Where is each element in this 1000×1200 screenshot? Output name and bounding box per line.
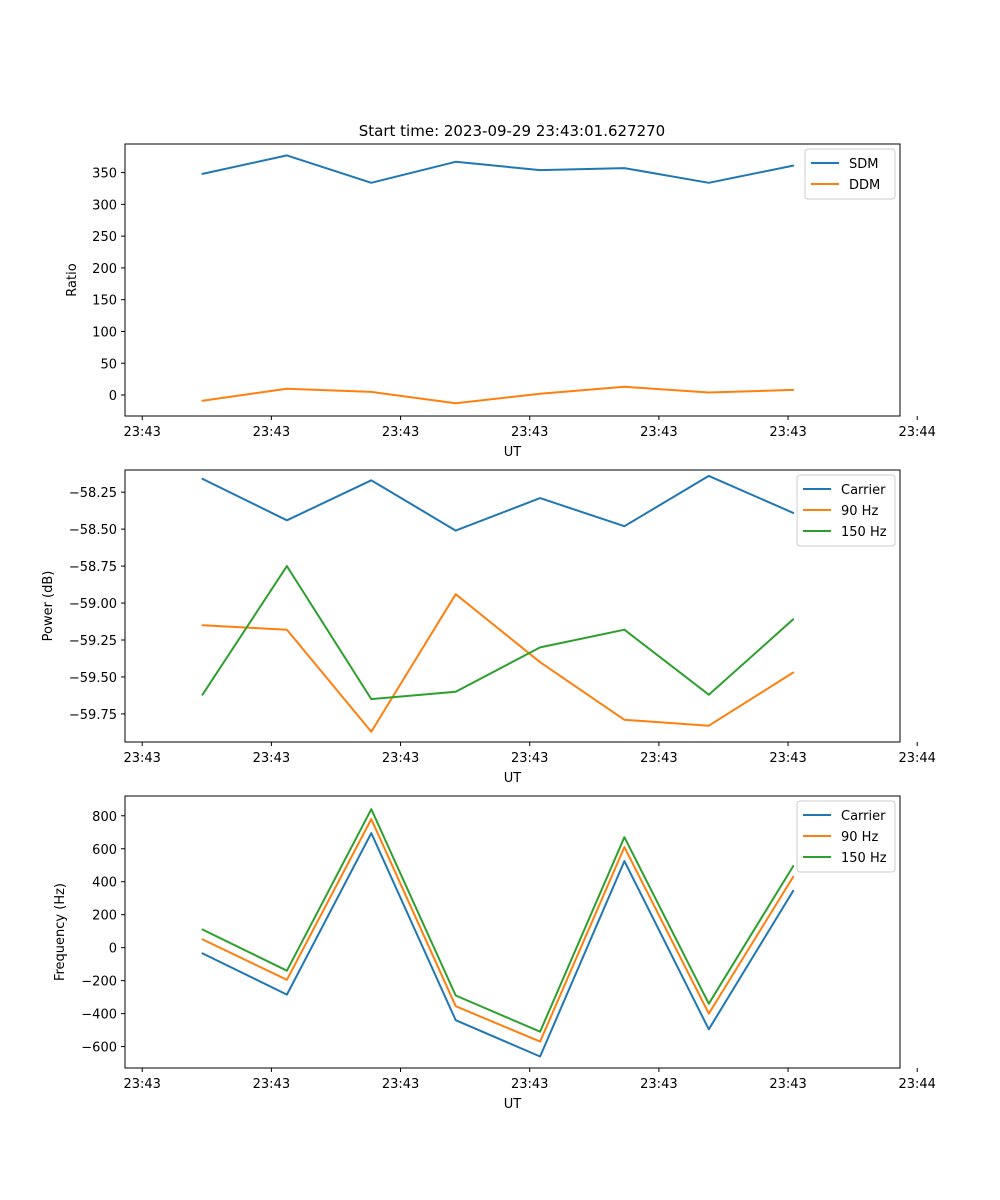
x-tick-label: 23:43 (511, 751, 548, 766)
series-line-carrier (201, 474, 795, 532)
x-axis-label: UT (504, 1097, 522, 1112)
x-tick-label: 23:43 (382, 751, 419, 766)
series-line-sdm (201, 154, 795, 184)
y-tick-label: 200 (92, 262, 117, 277)
x-tick-label: 23:43 (769, 425, 806, 440)
x-tick-label: 23:43 (253, 425, 290, 440)
x-tick-label: 23:43 (511, 1077, 548, 1092)
x-tick-label: 23:43 (640, 1077, 677, 1092)
legend: Carrier 90 Hz 150 Hz (796, 474, 896, 547)
y-tick-label: 50 (100, 357, 117, 372)
x-tick-label: 23:43 (640, 751, 677, 766)
y-tick-label: −59.50 (69, 671, 117, 686)
subplots: 23:43 23:43 23:43 23:43 23:43 23:43 23:44 0 50 10… (41, 143, 936, 1112)
legend-box (796, 800, 896, 873)
x-axis-label: UT (504, 445, 522, 460)
y-tick-label: 300 (92, 198, 117, 213)
y-tick-label: −600 (81, 1041, 117, 1056)
y-tick-label: −59.00 (69, 597, 117, 612)
y-tick-label: 800 (92, 810, 117, 825)
x-tick-label: 23:43 (382, 425, 419, 440)
y-tick-label: −58.75 (69, 560, 117, 575)
x-tick-label: 23:44 (898, 1077, 935, 1092)
axes-frame (124, 469, 901, 743)
y-tick-label: 200 (92, 909, 117, 924)
y-tick-label: 100 (92, 325, 117, 340)
legend-label: DDM (849, 178, 880, 193)
figure-title: Start time: 2023-09-29 23:43:01.627270 (359, 122, 665, 140)
subplot-3: 23:43 23:43 23:43 23:43 23:43 23:43 23:44 −600 −… (53, 795, 936, 1112)
x-tick-label: 23:43 (640, 425, 677, 440)
legend-box (804, 148, 896, 200)
series-line-90-hz (201, 593, 795, 733)
subplot-1: 23:43 23:43 23:43 23:43 23:43 23:43 23:44 0 50 10… (65, 143, 936, 460)
x-tick-label: 23:43 (511, 425, 548, 440)
legend-label: SDM (849, 157, 878, 172)
series-line-ddm (201, 385, 795, 405)
y-tick-label: −58.25 (69, 486, 117, 501)
y-tick-label: −200 (81, 975, 117, 990)
x-tick-label: 23:43 (769, 1077, 806, 1092)
legend-label: Carrier (841, 483, 886, 498)
legend-label: 90 Hz (841, 504, 878, 519)
axes-frame (124, 795, 901, 1069)
legend: Carrier 90 Hz 150 Hz (796, 800, 896, 873)
x-axis-label: UT (504, 771, 522, 786)
y-tick-label: 600 (92, 843, 117, 858)
x-tick-label: 23:43 (382, 1077, 419, 1092)
legend-label: 90 Hz (841, 830, 878, 845)
y-tick-label: 0 (109, 942, 117, 957)
x-tick-label: 23:43 (123, 751, 160, 766)
y-tick-label: 250 (92, 230, 117, 245)
series-line-150-hz (201, 565, 795, 701)
series-line-90-hz (201, 818, 795, 1043)
y-tick-label: −58.50 (69, 523, 117, 538)
x-tick-label: 23:43 (123, 425, 160, 440)
y-tick-label: −400 (81, 1008, 117, 1023)
x-tick-label: 23:44 (898, 425, 935, 440)
series-line-150-hz (201, 808, 795, 1033)
x-tick-label: 23:43 (769, 751, 806, 766)
legend-label: Carrier (841, 809, 886, 824)
y-tick-label: −59.25 (69, 634, 117, 649)
x-tick-label: 23:44 (898, 751, 935, 766)
legend-box (796, 474, 896, 547)
y-tick-label: 0 (109, 389, 117, 404)
y-tick-label: 400 (92, 876, 117, 891)
legend-label: 150 Hz (841, 851, 887, 866)
subplot-2: 23:43 23:43 23:43 23:43 23:43 23:43 23:44 −59.7… (41, 469, 936, 786)
legend-label: 150 Hz (841, 525, 887, 540)
x-tick-label: 23:43 (253, 1077, 290, 1092)
y-axis-label: Ratio (65, 263, 80, 296)
x-tick-label: 23:43 (123, 1077, 160, 1092)
y-axis-label: Power (dB) (41, 571, 56, 642)
y-axis-label: Frequency (Hz) (53, 883, 68, 981)
y-tick-label: 150 (92, 294, 117, 309)
x-tick-label: 23:43 (253, 751, 290, 766)
y-tick-label: 350 (92, 167, 117, 182)
legend: SDM DDM (804, 148, 896, 200)
axes-frame (124, 143, 901, 417)
series-line-carrier (201, 832, 795, 1058)
y-tick-label: −59.75 (69, 708, 117, 723)
